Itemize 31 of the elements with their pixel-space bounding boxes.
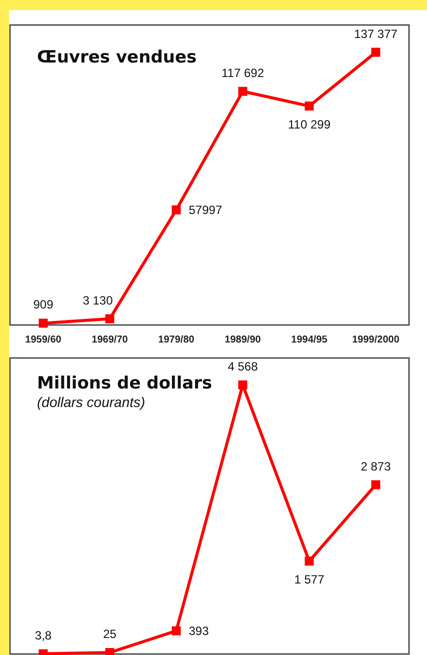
chart-title: Œuvres vendues — [37, 48, 197, 68]
data-label: 110 299 — [288, 118, 331, 132]
point — [304, 556, 314, 566]
chart-title: Millions de dollars — [37, 374, 212, 394]
point — [371, 480, 380, 490]
data-label: 909 — [33, 298, 54, 312]
x-tick-label: 1979/80 — [158, 334, 195, 346]
data-label: 3 130 — [82, 293, 114, 308]
point — [304, 102, 314, 111]
data-label: 393 — [188, 624, 210, 638]
data-label: 25 — [103, 627, 117, 642]
data-label: 3,8 — [34, 628, 52, 642]
data-label: 1 577 — [294, 572, 325, 587]
data-label: 2 873 — [360, 459, 392, 474]
point — [371, 48, 380, 57]
point — [105, 314, 114, 324]
x-tick-label: 1999/2000 — [352, 334, 400, 346]
point — [38, 318, 48, 328]
point — [172, 626, 181, 636]
point — [172, 205, 181, 214]
point — [238, 380, 248, 390]
x-tick-label: 1959/60 — [25, 334, 62, 346]
text: (dollars courants) — [37, 394, 146, 410]
point — [238, 86, 248, 96]
data-label: 137 377 — [354, 26, 398, 41]
data-label: 57997 — [188, 202, 222, 217]
data-label: 117 692 — [222, 66, 264, 80]
x-tick-label: 1994/95 — [291, 334, 328, 346]
data-label: 4 568 — [228, 359, 258, 374]
x-tick-label: 1989/90 — [224, 334, 262, 346]
x-tick-label: 1969/70 — [92, 334, 128, 346]
